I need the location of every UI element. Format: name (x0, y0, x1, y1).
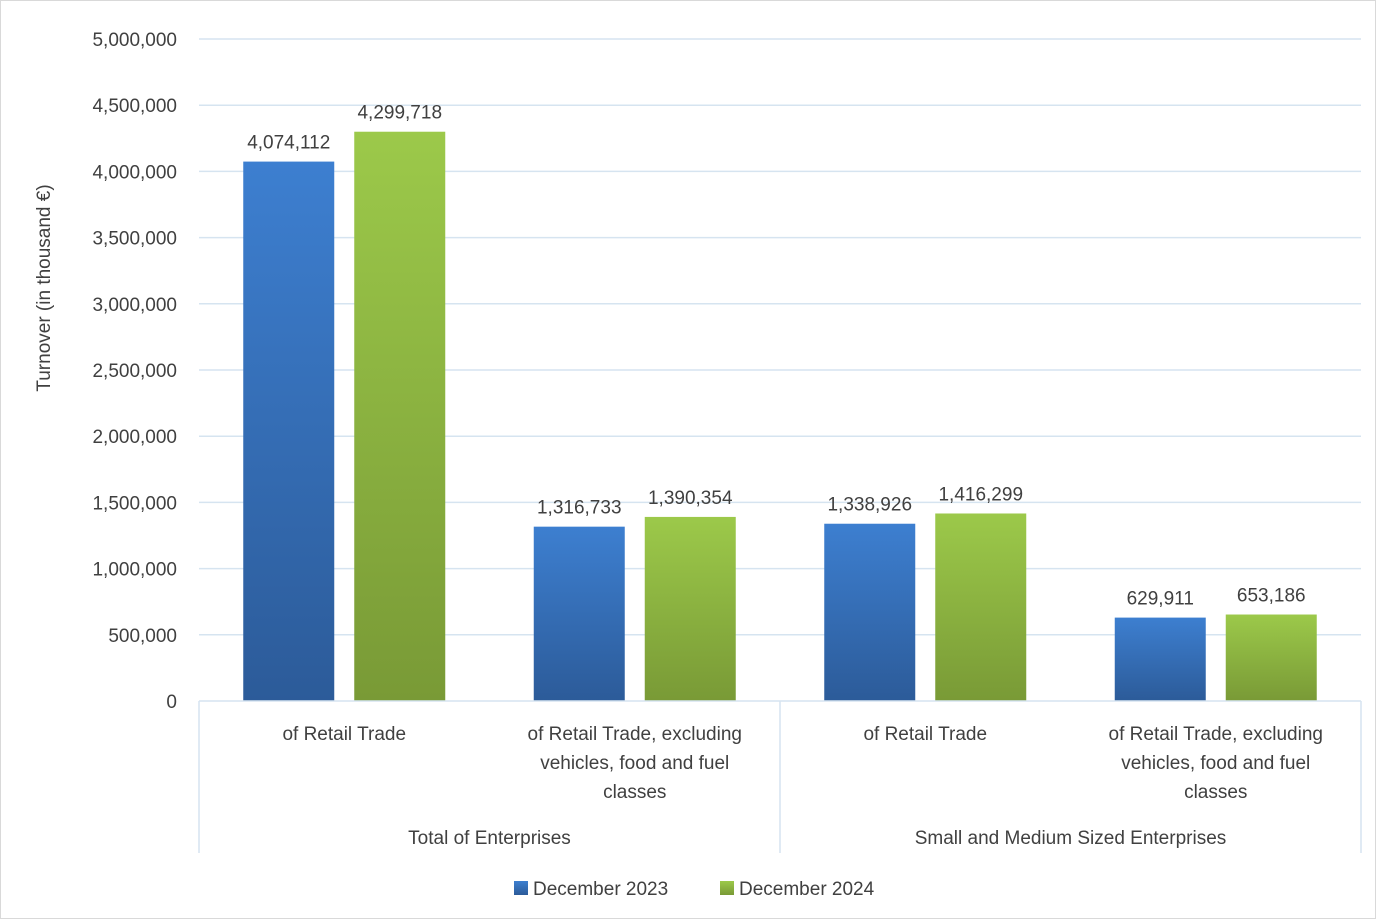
x-category-label: of Retail Trade (863, 724, 987, 745)
y-axis-label: Turnover (in thousand €) (34, 184, 55, 391)
x-category-label: of Retail Trade, excluding (528, 724, 742, 745)
x-group-label: Total of Enterprises (408, 828, 571, 849)
bar (243, 161, 335, 701)
data-label: 1,390,354 (648, 488, 733, 509)
bar (1225, 614, 1317, 701)
x-category-label: of Retail Trade (282, 724, 406, 745)
x-category-label: classes (1184, 782, 1247, 803)
bar (935, 513, 1027, 701)
bar (533, 526, 625, 701)
data-labels: 4,074,112 4,299,718 1,316,733 1,390,354 1,33… (247, 103, 1305, 610)
bar (644, 516, 736, 701)
data-label: 4,299,718 (357, 103, 442, 124)
bars (243, 131, 1317, 701)
bar (1114, 617, 1206, 701)
data-label: 629,911 (1127, 589, 1194, 610)
legend: December 2023 December 2024 (514, 879, 875, 900)
x-category-label: classes (603, 782, 666, 803)
legend-label: December 2024 (739, 879, 875, 900)
legend-label: December 2023 (533, 879, 668, 900)
y-tick-label: 3,500,000 (92, 229, 177, 250)
bar (824, 523, 916, 701)
data-label: 1,316,733 (537, 498, 622, 519)
bar (354, 131, 446, 701)
x-category-label: of Retail Trade, excluding (1109, 724, 1323, 745)
y-tick-label: 0 (166, 692, 177, 713)
legend-swatch (514, 881, 528, 895)
x-axis: of Retail Trade of Retail Trade, excludin… (198, 700, 1362, 853)
y-tick-label: 3,000,000 (92, 295, 177, 316)
y-axis-ticks: 0 500,000 1,000,000 1,500,000 2,000,000 2,500… (92, 30, 177, 713)
legend-swatch (720, 881, 734, 895)
y-tick-label: 500,000 (108, 626, 177, 647)
x-category-label: vehicles, food and fuel (1121, 753, 1310, 774)
y-tick-label: 4,500,000 (92, 96, 177, 117)
y-tick-label: 4,000,000 (92, 162, 177, 183)
y-tick-label: 1,000,000 (92, 560, 177, 581)
data-label: 4,074,112 (247, 133, 330, 154)
y-tick-label: 1,500,000 (92, 493, 177, 514)
x-category-label: vehicles, food and fuel (540, 753, 729, 774)
data-label: 1,416,299 (938, 484, 1023, 505)
y-tick-label: 2,500,000 (92, 361, 177, 382)
y-tick-label: 5,000,000 (92, 30, 177, 51)
y-tick-label: 2,000,000 (92, 427, 177, 448)
data-label: 653,186 (1237, 586, 1306, 607)
data-label: 1,338,926 (827, 495, 912, 516)
x-group-label: Small and Medium Sized Enterprises (915, 828, 1227, 849)
